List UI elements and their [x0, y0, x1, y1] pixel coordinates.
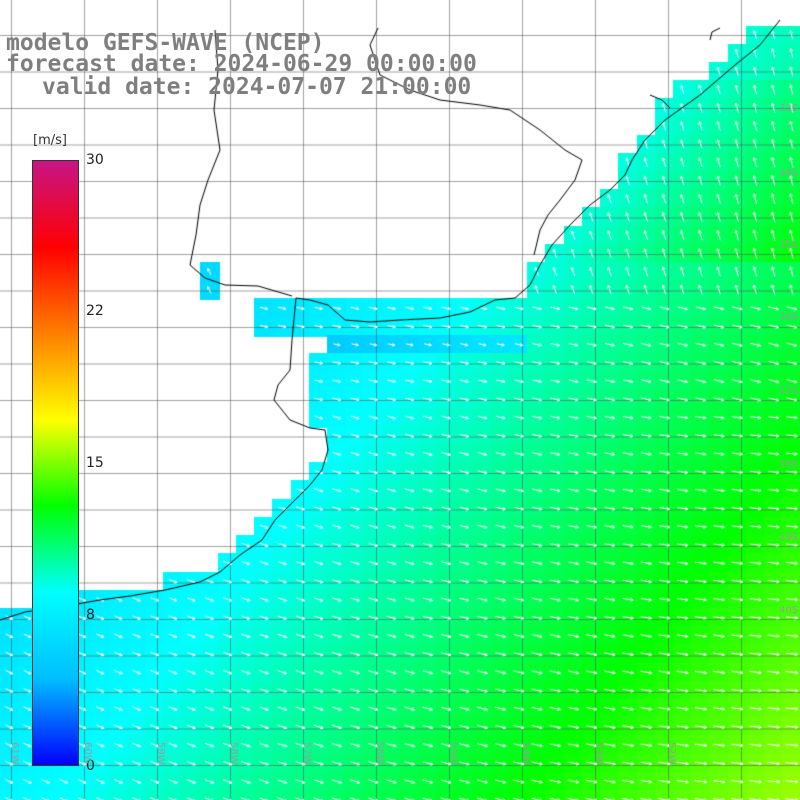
lat-label-35s: 35S — [779, 240, 799, 251]
lon-label-58w: 58W — [228, 742, 239, 765]
lat-label-36s: 36S — [779, 312, 799, 323]
lat-label-33s: 33S — [779, 103, 799, 114]
colorbar-tick-0: 0 — [86, 758, 95, 774]
lon-label-52w: 52W — [666, 742, 677, 765]
lat-label-37s: 37S — [779, 386, 799, 397]
colorbar-tick-8: 8 — [86, 607, 95, 623]
lon-label-59w: 59W — [155, 742, 166, 765]
lon-label-60w: 60W — [82, 742, 93, 765]
colorbar — [32, 160, 79, 766]
lon-label-55w: 55W — [447, 742, 458, 765]
lon-label-61w: 61W — [9, 742, 20, 765]
model-title: modelo GEFS-WAVE (NCEP) — [6, 30, 325, 56]
lon-label-56w: 56W — [374, 742, 385, 765]
lon-label-57w: 57W — [301, 742, 312, 765]
lat-label-34s: 34S — [779, 168, 799, 179]
legend-unit: [m/s] — [33, 133, 67, 148]
lon-label-53w: 53W — [593, 742, 604, 765]
valid-date-title: valid date: 2024-07-07 21:00:00 — [42, 74, 472, 100]
colorbar-tick-22: 22 — [86, 303, 104, 319]
lat-label-40s: 40S — [779, 605, 799, 616]
colorbar-tick-30: 30 — [86, 152, 104, 168]
forecast-date-title: forecast date: 2024-06-29 00:00:00 — [6, 51, 477, 77]
lat-label-39s: 39S — [779, 532, 799, 543]
lon-label-54w: 54W — [520, 742, 531, 765]
lat-label-38s: 38S — [779, 459, 799, 470]
colorbar-tick-15: 15 — [86, 455, 104, 471]
